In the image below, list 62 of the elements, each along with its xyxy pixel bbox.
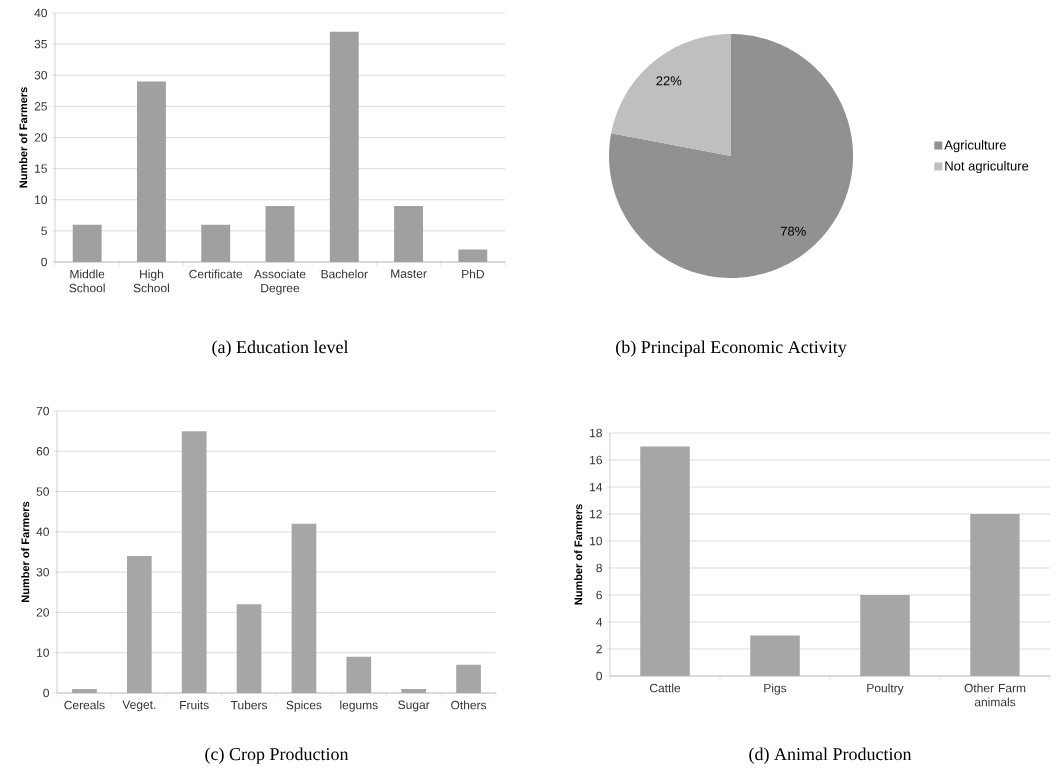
bar xyxy=(346,656,372,693)
y-tick-label: 70 xyxy=(36,406,49,416)
x-tick-label: Other Farm animals xyxy=(964,683,1026,707)
y-tick-label: 20 xyxy=(36,608,49,617)
y-tick-label: 10 xyxy=(590,536,603,546)
x-tick-label: Poultry xyxy=(867,683,904,695)
y-tick-label: 35 xyxy=(34,39,47,49)
y-axis-title: Number of Farmers xyxy=(21,501,30,602)
y-tick-label: 4 xyxy=(596,617,603,627)
x-tick-label: Cattle xyxy=(649,683,681,693)
y-tick-label: 16 xyxy=(590,455,602,465)
y-tick-label: 8 xyxy=(596,563,602,573)
x-tick-label: Certificate xyxy=(189,269,243,279)
x-tick-label: Veget. xyxy=(122,700,156,712)
x-tick-label: Cereals xyxy=(64,700,105,710)
y-tick-label: 40 xyxy=(36,527,49,537)
y-tick-label: 12 xyxy=(590,509,602,519)
data-label: 22% xyxy=(656,76,682,86)
y-tick-label: 0 xyxy=(41,257,47,267)
x-tick-label: Pigs xyxy=(764,683,787,695)
x-tick-label: Spices xyxy=(286,700,322,712)
text: (a) Education level xyxy=(212,340,349,357)
bar xyxy=(401,688,427,693)
x-tick-label: Fruits xyxy=(180,700,209,710)
x-tick-label: Middle School xyxy=(69,269,105,293)
y-tick-label: 60 xyxy=(36,447,49,456)
x-tick-label: High School xyxy=(133,269,169,293)
text: (c) Crop Production xyxy=(205,747,349,764)
legend-label: Not agriculture xyxy=(945,160,1029,174)
text: (b) Principal Economic Activity xyxy=(616,340,847,357)
x-tick-label: Bachelor xyxy=(321,269,368,279)
data-label: 78% xyxy=(780,226,806,236)
y-tick-label: 10 xyxy=(35,195,47,204)
x-tick-label: legums xyxy=(340,700,378,712)
bar xyxy=(458,249,488,262)
text: (d) Animal Production xyxy=(749,747,912,764)
y-tick-label: 50 xyxy=(36,487,49,496)
x-tick-label: Tubers xyxy=(230,700,268,710)
y-tick-label: 40 xyxy=(34,8,47,18)
x-tick-label: PhD xyxy=(462,269,484,279)
y-tick-label: 0 xyxy=(43,688,49,698)
y-tick-label: 18 xyxy=(590,428,602,438)
y-tick-label: 6 xyxy=(596,590,602,600)
y-tick-label: 15 xyxy=(35,164,47,173)
y-axis-title: Number of Farmers xyxy=(19,87,28,188)
y-tick-label: 20 xyxy=(34,133,47,142)
y-axis-title: Number of Farmers xyxy=(574,504,583,605)
legend-label: Agriculture xyxy=(944,140,1006,153)
y-tick-label: 0 xyxy=(596,671,603,681)
x-tick-label: Sugar xyxy=(398,700,430,712)
x-tick-label: Others xyxy=(451,700,487,710)
y-tick-label: 14 xyxy=(590,482,603,492)
bar xyxy=(456,664,481,693)
y-tick-label: 30 xyxy=(34,71,47,80)
y-tick-label: 30 xyxy=(36,567,49,577)
y-tick-label: 25 xyxy=(34,102,47,111)
bar xyxy=(72,688,97,693)
x-tick-label: Master xyxy=(391,269,427,278)
x-tick-label: Associate Degree xyxy=(254,269,306,295)
y-tick-label: 10 xyxy=(37,648,49,657)
y-tick-label: 5 xyxy=(41,226,47,236)
y-tick-label: 2 xyxy=(596,644,602,654)
